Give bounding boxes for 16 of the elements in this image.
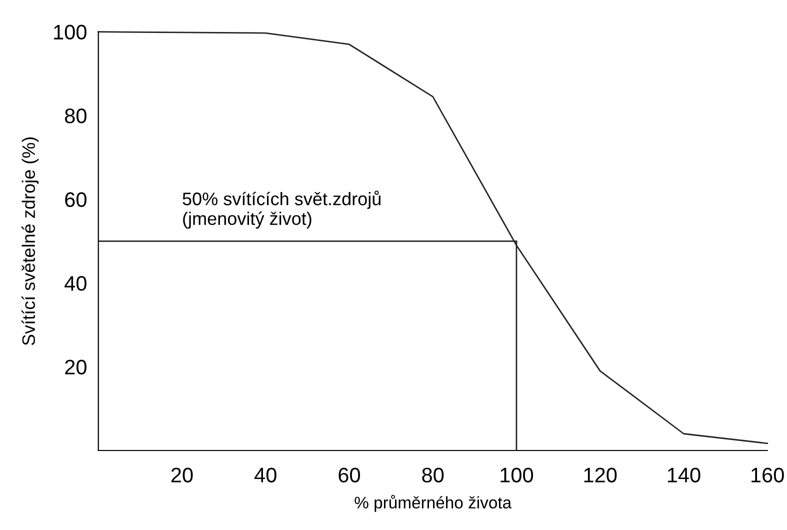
- x-tick-label: 100: [500, 468, 534, 482]
- x-tick-label: 160: [752, 468, 784, 482]
- y-tick-label: 80: [65, 108, 86, 124]
- x-tick-label: 60: [338, 468, 360, 482]
- x-axis-title: % průměrného života: [354, 494, 512, 512]
- ref-line-label: 50% svítících svět.zdrojů (jmenovitý život): [182, 190, 380, 229]
- x-tick-label: 120: [584, 468, 617, 482]
- x-tick-label: 80: [422, 468, 444, 482]
- x-tick-label: 140: [668, 468, 700, 482]
- y-tick-label: 100: [54, 24, 86, 40]
- y-tick-label: 40: [64, 276, 86, 291]
- y-tick-label: 20: [65, 360, 86, 375]
- x-tick-label: 20: [171, 468, 193, 482]
- y-axis-title: Svítící světelné zdroje (%): [22, 137, 39, 346]
- x-tick-label: 40: [254, 468, 276, 482]
- y-tick-label: 60: [65, 192, 86, 208]
